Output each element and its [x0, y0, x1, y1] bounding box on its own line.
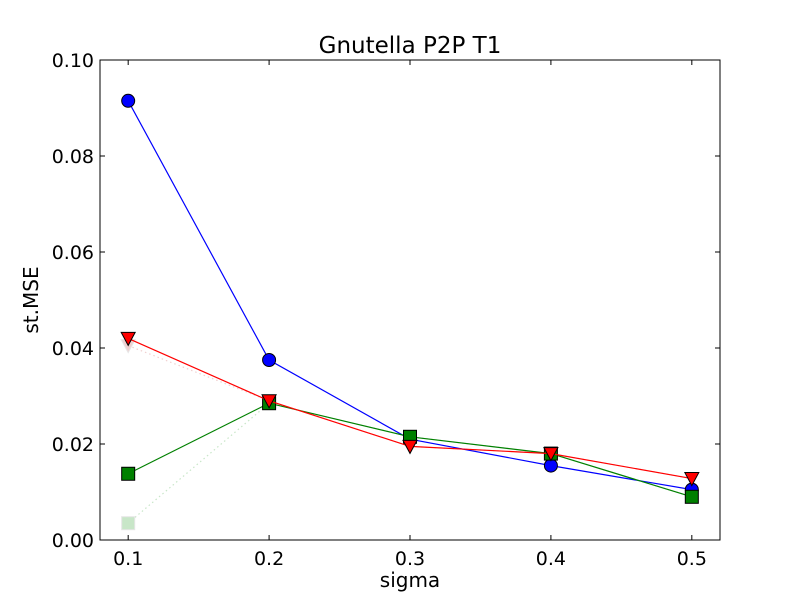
series-layer	[120, 93, 700, 531]
y-tick-label: 0.02	[52, 434, 94, 456]
y-tick-label: 0.04	[52, 338, 94, 360]
x-tick-label: 0.4	[536, 548, 566, 570]
plot-frame	[99, 59, 721, 541]
data-point	[543, 447, 559, 462]
x-tick-label: 0.1	[113, 548, 143, 570]
axis-ticks: 0.1 0.2 0.3 0.4 0.5 0.00 0.02 0.04 0.06 0.08 0.10	[52, 50, 720, 570]
data-point	[402, 439, 418, 455]
data-point	[262, 353, 277, 367]
data-point	[683, 472, 700, 487]
data-point	[121, 466, 136, 481]
y-axis-label: st.MSE	[19, 266, 43, 333]
x-tick-label: 0.3	[395, 548, 425, 570]
y-tick-label: 0.00	[52, 530, 94, 552]
series-3	[120, 331, 700, 487]
data-point	[684, 489, 699, 504]
x-axis-label: sigma	[380, 568, 440, 592]
data-point	[261, 394, 277, 409]
data-point	[120, 331, 137, 347]
y-tick-label: 0.08	[52, 146, 94, 168]
data-point	[121, 516, 136, 531]
y-tick-label: 0.06	[52, 242, 94, 264]
x-tick-label: 0.2	[254, 548, 284, 570]
x-tick-label: 0.5	[677, 548, 707, 570]
y-tick-label: 0.10	[52, 50, 94, 72]
data-point	[121, 93, 136, 108]
chart-title: Gnutella P2P T1	[319, 33, 502, 59]
